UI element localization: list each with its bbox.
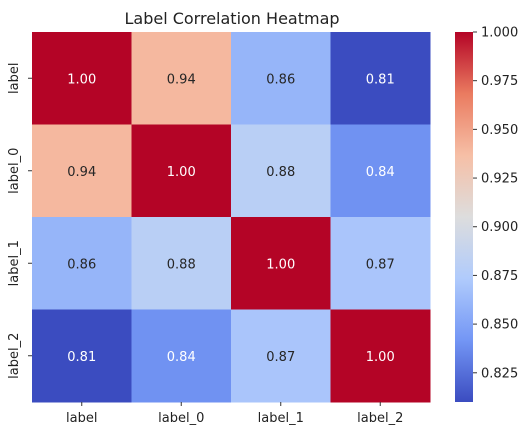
colorbar: 0.825 0.850 0.875 0.900 0.925 0.950 0.975 1.000	[455, 26, 518, 402]
heatmap-cell	[32, 217, 132, 310]
x-tick-label: label_1	[258, 411, 304, 426]
cell-value-label: 0.86	[266, 72, 295, 87]
cell-value-label: 0.84	[366, 165, 395, 180]
colorbar-tick-label: 1.000	[481, 26, 518, 41]
y-tick-label: label_2	[7, 333, 22, 379]
y-axis: label label_0 label_1 label_2	[7, 63, 32, 379]
heatmap-cell	[131, 217, 232, 310]
y-tick-label: label_1	[7, 240, 22, 286]
colorbar-tick-label: 0.975	[481, 74, 518, 89]
heatmap-cell	[330, 217, 431, 310]
cell-value-label: 1.00	[167, 165, 196, 180]
x-tick-label: label	[66, 411, 97, 426]
colorbar-gradient	[455, 32, 473, 402]
cell-value-label: 0.87	[366, 257, 395, 272]
colorbar-tick-label: 0.950	[481, 123, 518, 138]
colorbar-tick-label: 0.875	[481, 269, 518, 284]
cell-value-label: 0.84	[167, 350, 196, 365]
heatmap-cell	[32, 32, 132, 125]
heatmap-cell	[131, 124, 232, 218]
colorbar-tick-label: 0.850	[481, 318, 518, 333]
cell-value-label: 0.94	[167, 72, 196, 87]
cell-value-label: 0.88	[266, 165, 295, 180]
cell-value-label: 0.86	[67, 257, 96, 272]
heatmap-cell	[32, 124, 132, 218]
heatmap-cell	[231, 217, 331, 310]
heatmap-cell	[131, 309, 232, 403]
heatmap-cell	[131, 32, 232, 125]
heatmap-cell	[231, 124, 331, 218]
heatmap-cell	[231, 32, 331, 125]
cell-value-label: 0.94	[67, 165, 96, 180]
heatmap-cell	[32, 309, 132, 403]
y-tick-label: label_0	[7, 148, 22, 194]
heatmap-cells: 1.00 0.94 0.86 0.81 0.94 1.00 0.88 0.84 0.86 0.88…	[32, 32, 431, 403]
y-tick-label: label	[7, 63, 22, 94]
chart-title: Label Correlation Heatmap	[124, 9, 339, 28]
cell-value-label: 0.81	[67, 350, 96, 365]
heatmap-cell	[330, 309, 431, 403]
x-tick-label: label_2	[357, 411, 403, 426]
x-tick-label: label_0	[158, 411, 204, 426]
cell-value-label: 1.00	[266, 257, 295, 272]
cell-value-label: 0.87	[266, 350, 295, 365]
cell-value-label: 0.88	[167, 257, 196, 272]
colorbar-tick-label: 0.900	[481, 220, 518, 235]
cell-value-label: 0.81	[366, 72, 395, 87]
cell-value-label: 1.00	[67, 72, 96, 87]
heatmap-cell	[330, 124, 431, 218]
colorbar-tick-label: 0.925	[481, 172, 518, 187]
heatmap-cell	[231, 309, 331, 403]
cell-value-label: 1.00	[366, 350, 395, 365]
heatmap-cell	[330, 32, 431, 125]
colorbar-tick-label: 0.825	[481, 366, 518, 381]
x-axis: label label_0 label_1 label_2	[66, 402, 403, 426]
